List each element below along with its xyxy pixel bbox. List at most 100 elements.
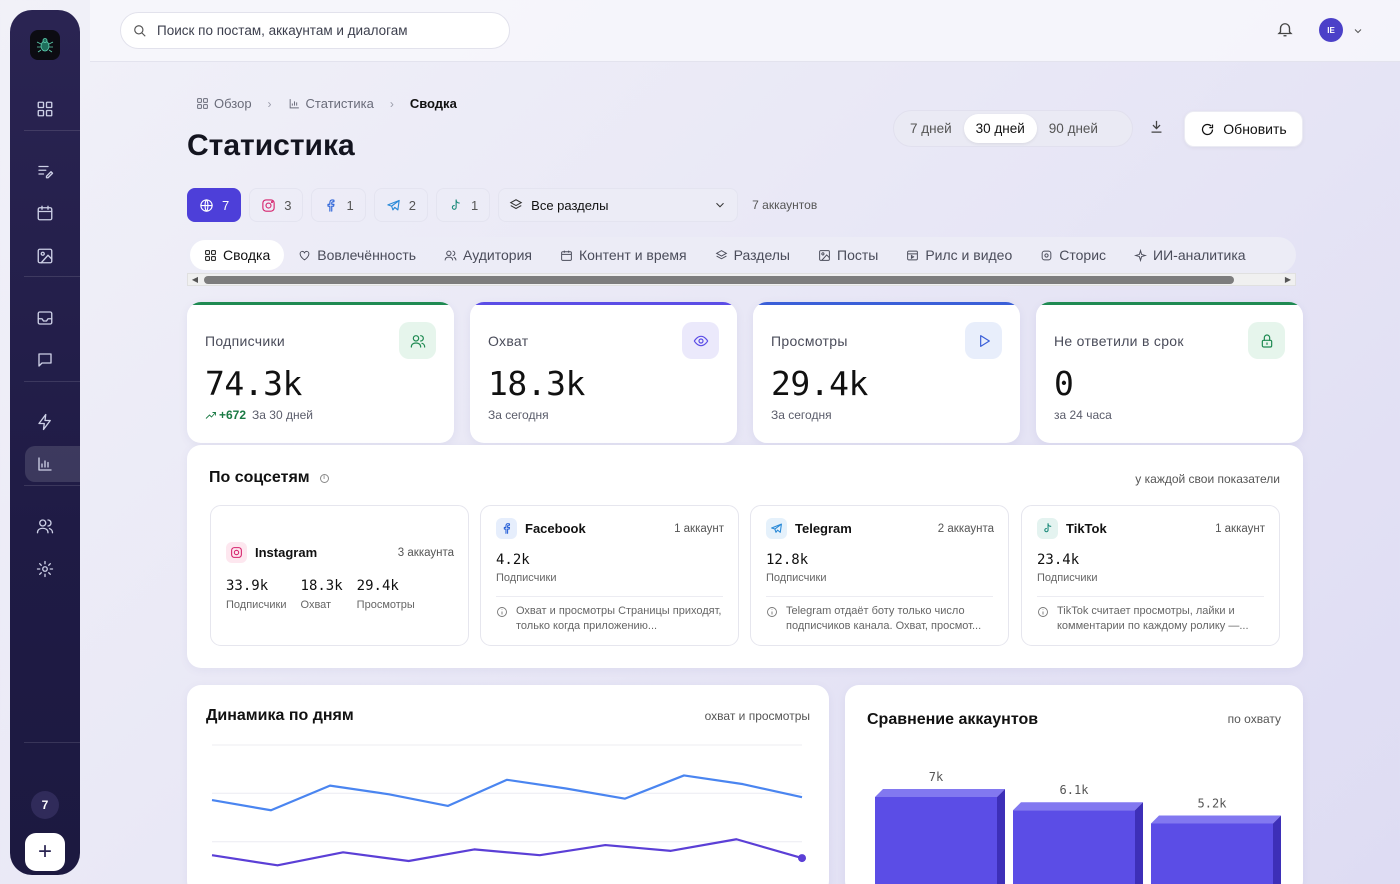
breadcrumb-statistics[interactable]: Статистика bbox=[288, 96, 374, 111]
scroll-right-arrow[interactable]: ▶ bbox=[1284, 275, 1292, 284]
tab-audience[interactable]: Аудитория bbox=[430, 240, 546, 270]
sidebar-divider bbox=[24, 485, 80, 486]
section-select-value: Все разделы bbox=[531, 197, 609, 213]
sidebar-item-calendar[interactable] bbox=[25, 195, 65, 231]
tab-engagement[interactable]: Вовлечённость bbox=[284, 240, 430, 270]
network-accounts: 2 аккаунта bbox=[937, 522, 994, 535]
calendar-icon bbox=[37, 205, 53, 221]
telegram-icon bbox=[387, 199, 400, 210]
kpi-accent-bar bbox=[753, 302, 1020, 305]
tab-stories[interactable]: Сторис bbox=[1026, 240, 1120, 270]
tab-reels-video[interactable]: Рилс и видео bbox=[892, 240, 1026, 270]
search-box bbox=[120, 12, 510, 49]
tab-label: Контент и время bbox=[578, 247, 687, 263]
network-card-tiktok[interactable]: TikTok 1 аккаунт 23.4k Подписчики TikTok… bbox=[1021, 505, 1280, 646]
bar-chart-icon bbox=[38, 457, 52, 471]
bar-side bbox=[997, 789, 1005, 884]
filter-tiktok[interactable]: 1 bbox=[435, 188, 491, 222]
tabs-scrollbar[interactable]: ◀ ▶ bbox=[187, 273, 1296, 286]
tab-summary[interactable]: Сводка bbox=[190, 240, 285, 270]
grid-icon bbox=[205, 249, 216, 261]
sidebar-item-posts[interactable] bbox=[25, 153, 65, 189]
kpi-delta: +672 bbox=[205, 408, 246, 422]
download-button[interactable] bbox=[1148, 118, 1168, 138]
sidebar-item-inbox[interactable] bbox=[25, 300, 65, 336]
bar[interactable] bbox=[1013, 810, 1135, 884]
filter-instagram[interactable]: 3 bbox=[249, 188, 304, 222]
card-note: охват и просмотры bbox=[704, 709, 810, 723]
network-note: Охват и просмотры Страницы приходят, тол… bbox=[496, 604, 723, 634]
scrollbar-thumb[interactable] bbox=[204, 276, 1234, 284]
tiktok-icon bbox=[451, 198, 460, 210]
period-90-days[interactable]: 90 дней bbox=[1048, 121, 1098, 136]
stat-value: 18.3k bbox=[300, 578, 343, 594]
tab-posts[interactable]: Посты bbox=[804, 240, 892, 270]
media-icon bbox=[37, 248, 53, 264]
stat-value: 29.4k bbox=[356, 578, 399, 594]
network-name: Instagram bbox=[255, 545, 318, 560]
bar[interactable] bbox=[1151, 823, 1273, 884]
gear-icon bbox=[36, 560, 54, 578]
sidebar-divider bbox=[24, 130, 80, 131]
breadcrumb-overview[interactable]: Обзор bbox=[196, 96, 252, 111]
users-icon bbox=[410, 334, 425, 348]
stat-label: Подписчики bbox=[226, 599, 287, 611]
sparkle-icon bbox=[1134, 248, 1148, 262]
sidebar-item-settings[interactable] bbox=[25, 551, 65, 587]
line-chart bbox=[211, 744, 806, 867]
tab-sections[interactable]: Разделы bbox=[701, 240, 804, 270]
panel-title: По соцсетям i bbox=[209, 469, 329, 487]
network-note-text: Охват и просмотры Страницы приходят, тол… bbox=[516, 605, 722, 632]
filter-telegram[interactable]: 2 bbox=[373, 188, 428, 222]
sidebar: 7 + bbox=[10, 10, 80, 875]
network-card-instagram[interactable]: Instagram 3 аккаунта 33.9k Подписчики 18… bbox=[210, 505, 469, 646]
filter-all-networks[interactable]: 7 bbox=[187, 188, 242, 222]
app-logo[interactable] bbox=[30, 30, 60, 60]
card-title: Сравнение аккаунтов bbox=[867, 711, 1039, 728]
stories-icon bbox=[1041, 250, 1052, 260]
kpi-value: 0 bbox=[1054, 364, 1074, 403]
section-select[interactable]: Все разделы bbox=[498, 188, 739, 222]
tab-ai-analytics[interactable]: ИИ-аналитика bbox=[1120, 240, 1260, 270]
network-value-label: Подписчики bbox=[496, 572, 557, 584]
network-card-facebook[interactable]: Facebook 1 аккаунт 4.2k Подписчики Охват… bbox=[480, 505, 739, 646]
filter-facebook[interactable]: 1 bbox=[311, 188, 366, 222]
video-icon bbox=[907, 250, 919, 260]
period-7-days[interactable]: 7 дней bbox=[910, 121, 952, 136]
sidebar-item-users[interactable] bbox=[25, 508, 65, 544]
period-30-days[interactable]: 30 дней bbox=[963, 114, 1037, 143]
tab-content-time[interactable]: Контент и время bbox=[546, 240, 701, 270]
sidebar-item-statistics[interactable] bbox=[25, 446, 80, 482]
card-note: по охвату bbox=[1227, 712, 1281, 726]
sidebar-item-chat[interactable] bbox=[25, 342, 65, 378]
bug-logo-icon bbox=[36, 38, 54, 53]
card-title: Динамика по дням bbox=[206, 707, 354, 724]
workspace-badge[interactable]: 7 bbox=[31, 791, 59, 819]
series-point[interactable] bbox=[798, 854, 806, 863]
network-icon-box bbox=[766, 518, 787, 539]
refresh-button[interactable]: Обновить bbox=[1184, 111, 1303, 147]
refresh-icon bbox=[1202, 123, 1214, 135]
avatar[interactable]: IE bbox=[1319, 18, 1343, 42]
bar[interactable] bbox=[875, 797, 997, 884]
sidebar-item-dashboard[interactable] bbox=[25, 91, 65, 127]
kpi-sub-label: за 24 часа bbox=[1054, 408, 1112, 422]
users-icon bbox=[36, 519, 54, 534]
search-input[interactable] bbox=[157, 23, 487, 38]
networks-panel: По соцсетям i у каждой свои показатели I… bbox=[187, 445, 1303, 668]
network-card-telegram[interactable]: Telegram 2 аккаунта 12.8k Подписчики Tel… bbox=[750, 505, 1009, 646]
kpi-sub: +672 За 30 дней bbox=[205, 408, 313, 422]
notifications-button[interactable] bbox=[1276, 19, 1296, 41]
bar-side bbox=[1135, 802, 1143, 884]
image-icon bbox=[819, 249, 830, 261]
info-icon[interactable]: i bbox=[319, 473, 329, 483]
account-menu-toggle[interactable] bbox=[1352, 24, 1364, 36]
sidebar-item-automation[interactable] bbox=[25, 404, 65, 440]
info-icon bbox=[767, 607, 777, 617]
scroll-left-arrow[interactable]: ◀ bbox=[191, 275, 199, 284]
kpi-icon-box bbox=[1248, 322, 1285, 359]
add-button[interactable]: + bbox=[25, 833, 65, 871]
sidebar-item-media[interactable] bbox=[25, 238, 65, 274]
network-note-text: TikTok считает просмотры, лайки и коммен… bbox=[1057, 605, 1249, 632]
sidebar-divider bbox=[24, 381, 80, 382]
